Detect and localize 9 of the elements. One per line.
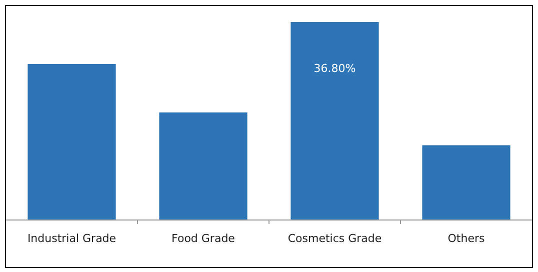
- x-tick-label: Cosmetics Grade: [288, 232, 382, 245]
- x-tick-label: Food Grade: [172, 232, 236, 245]
- bar: [290, 22, 379, 220]
- data-label: 36.80%: [314, 62, 356, 75]
- bar: [159, 112, 248, 220]
- x-tick-label: Industrial Grade: [27, 232, 116, 245]
- x-tick-label: Others: [448, 232, 485, 245]
- bar: [422, 145, 510, 220]
- bar: [28, 64, 116, 220]
